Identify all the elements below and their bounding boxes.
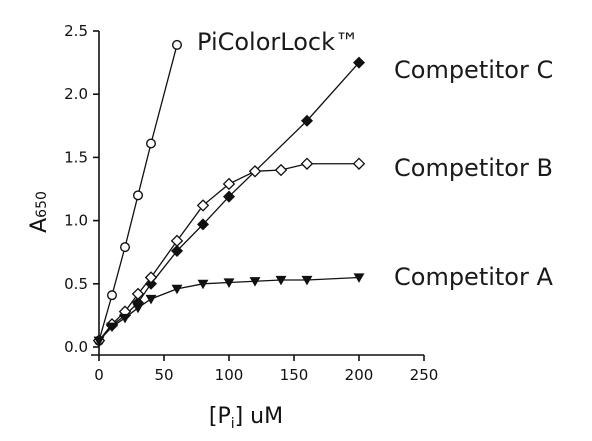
series-markers-2 [92,157,366,347]
series-label-1: Competitor C [394,56,553,84]
x-tick-label: 0 [94,366,104,384]
y-axis-title-sub: 650 [34,191,50,218]
series-line-2 [98,163,359,342]
data-point [119,313,131,324]
data-point [119,242,130,253]
y-tick-label: 2.5 [64,22,88,40]
series-markers-3 [93,273,365,347]
y-tick-label: 1.5 [64,148,88,166]
x-tick-label: 50 [154,366,173,384]
data-point [106,322,118,333]
series-label-3: Competitor A [394,263,553,291]
y-tick-label: 1.0 [64,212,88,230]
x-axis-title-main: [P [209,404,231,429]
data-point [301,275,313,286]
y-axis-title: A650 [27,191,52,233]
y-tick-label: 0.5 [64,275,88,293]
data-point [352,157,366,170]
data-point [132,303,144,314]
data-point [353,273,365,283]
data-point [223,278,235,288]
labels-layer: PiColorLock™ Competitor C Competitor B Comp… [197,28,553,291]
y-tick-label: 2.0 [64,85,88,103]
data-point [196,218,210,231]
series-line-0 [98,44,178,341]
data-point [131,287,145,301]
data-point [144,277,158,290]
data-point [144,271,158,284]
x-axis-title-sub: i [231,416,235,432]
data-point [275,275,287,286]
x-axis-title-tail: ] uM [235,404,284,429]
data-point [222,190,236,203]
data-point [300,114,314,127]
series-label-2: Competitor B [394,154,553,182]
x-tick-label: 200 [345,366,374,384]
data-point [249,277,261,287]
x-tick-label: 100 [215,366,244,384]
data-point [132,190,143,201]
data-point [274,163,288,177]
data-point [171,39,182,50]
data-point [171,284,183,295]
data-point [93,336,105,347]
y-tick-label: 0.0 [64,338,88,356]
data-point [248,165,262,178]
axes: 0.0 0.5 1.0 1.5 2.0 2.5 0 50 100 150 200 250 [64,22,438,384]
data-point [196,199,210,212]
data-point [170,244,184,257]
series-layer [92,39,366,347]
data-point [106,290,117,301]
series-markers-1 [92,56,366,347]
data-point [352,56,366,69]
data-point [170,234,184,248]
x-tick-label: 250 [410,366,439,384]
data-point [222,177,236,191]
data-point [145,138,156,149]
x-axis-title: [Pi] uM [209,404,283,432]
x-tick-label: 150 [280,366,309,384]
series-label-0: PiColorLock™ [197,28,359,56]
data-point [197,279,209,290]
data-point [145,294,157,305]
data-point [300,157,314,170]
y-axis-title-main: A [27,218,52,233]
